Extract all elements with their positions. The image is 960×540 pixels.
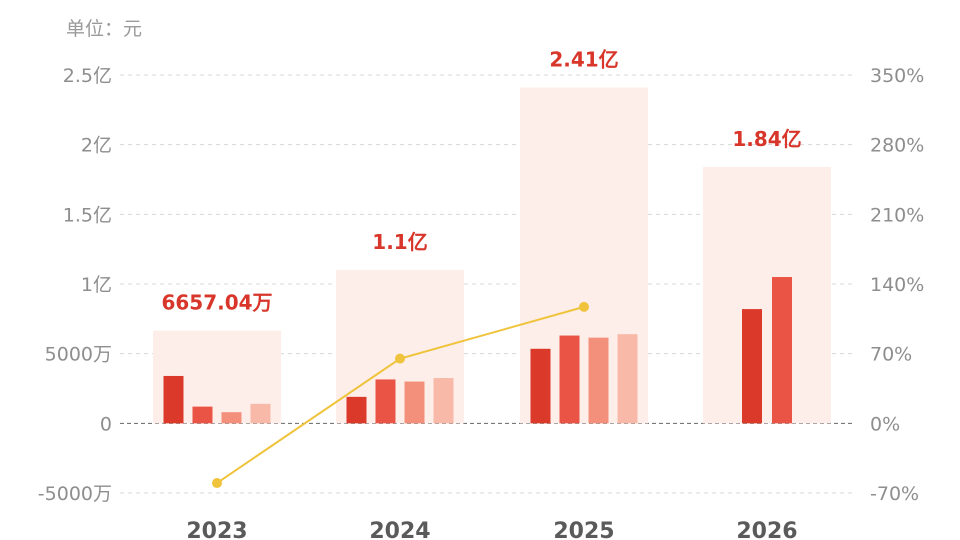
y-left-tick: 2.5亿 [63, 65, 112, 87]
y-left-tick: -5000万 [38, 483, 112, 505]
total-label-2023: 6657.04万 [161, 291, 272, 315]
total-label-2024: 1.1亿 [372, 230, 427, 254]
bar-2024-4 [433, 378, 454, 424]
bar-2026-2 [772, 277, 792, 424]
y-right-tick: 70% [870, 344, 912, 366]
y-right-tick: 0% [870, 413, 900, 435]
x-tick: 2023 [186, 519, 247, 540]
bar-2025-2 [559, 335, 580, 424]
growth-point-2023 [212, 478, 222, 489]
growth-line-series [212, 301, 589, 489]
bar-2025-4 [617, 334, 638, 424]
bar-2026-1 [742, 309, 762, 424]
total-bar-2026 [703, 166, 831, 424]
bar-2023-2 [192, 406, 213, 424]
bar-2023-4 [250, 403, 271, 424]
bar-2023-3 [221, 412, 242, 424]
growth-point-2024 [395, 353, 405, 364]
x-tick: 2024 [369, 519, 430, 540]
y-right-tick: 210% [870, 204, 924, 226]
total-labels: 6657.04万 1.1亿 2.41亿 1.84亿 [161, 48, 801, 315]
x-tick: 2025 [553, 519, 614, 540]
bar-2023-1 [163, 375, 184, 424]
y-right-tick: 350% [870, 65, 924, 87]
y-left-tick: 1.5亿 [63, 204, 112, 226]
y-left-tick: 5000万 [45, 344, 112, 366]
bar-2024-1 [346, 396, 367, 424]
bar-2024-3 [404, 381, 425, 424]
y-left-tick: 2亿 [81, 135, 112, 157]
bar-2025-3 [588, 337, 609, 424]
unit-label: 单位：元 [66, 18, 142, 40]
y-right-tick: -70% [870, 483, 919, 505]
y-right-tick: 140% [870, 274, 924, 296]
bar-2025-1 [530, 348, 551, 424]
bar-2024-2 [375, 379, 396, 424]
growth-point-2025 [579, 301, 589, 312]
quarter-bars [163, 277, 792, 424]
x-tick: 2026 [736, 519, 797, 540]
total-bars [153, 87, 831, 424]
total-label-2026: 1.84亿 [732, 127, 801, 151]
total-label-2025: 2.41亿 [549, 48, 618, 72]
y-right-tick: 280% [870, 135, 924, 157]
y-left-tick: 1亿 [81, 274, 112, 296]
axis-ticks: -5000万 0 5000万 1亿 1.5亿 2亿 2.5亿 -70% 0% 70% 140% 210… [38, 65, 925, 540]
y-left-tick: 0 [100, 413, 112, 435]
